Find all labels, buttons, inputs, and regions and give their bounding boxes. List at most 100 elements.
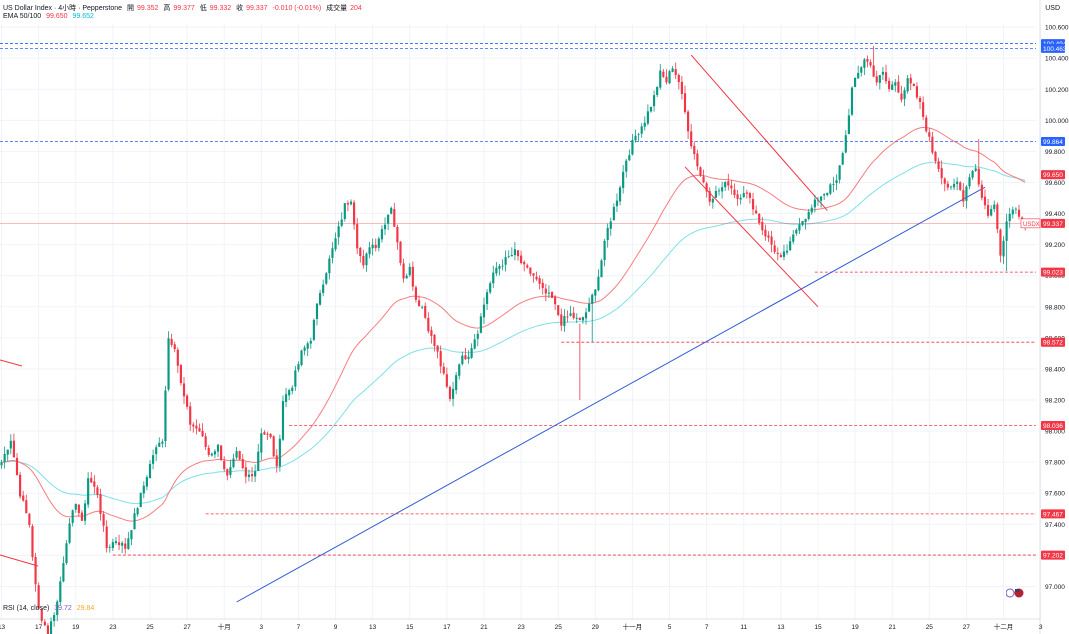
candle-body bbox=[826, 192, 829, 195]
candle-body bbox=[813, 199, 816, 208]
candle-body bbox=[680, 81, 683, 94]
candle-body bbox=[931, 136, 934, 153]
candle-body bbox=[946, 183, 949, 188]
candle-body bbox=[145, 477, 148, 487]
candle-body bbox=[535, 276, 538, 280]
candle-body bbox=[646, 111, 649, 124]
candle-body bbox=[810, 207, 813, 213]
price-tick-label: 99.000 bbox=[1045, 273, 1065, 280]
time-tick-label: 23 bbox=[109, 624, 117, 631]
candle-body bbox=[467, 356, 470, 359]
candle-body bbox=[847, 115, 850, 135]
candle-body bbox=[241, 459, 244, 469]
candle-body bbox=[334, 238, 337, 250]
candle-body bbox=[121, 542, 124, 546]
candle-body bbox=[328, 258, 331, 274]
candle-body bbox=[25, 500, 28, 514]
candle-body bbox=[204, 436, 207, 448]
candle-body bbox=[288, 390, 291, 396]
candle-body bbox=[49, 621, 53, 634]
candle-body bbox=[838, 165, 841, 180]
candle-body bbox=[232, 458, 235, 468]
candle-body bbox=[538, 278, 541, 284]
candle-body bbox=[659, 70, 662, 88]
candle-body bbox=[894, 82, 897, 86]
price-tick-label: 99.400 bbox=[1045, 211, 1065, 218]
candle-body bbox=[832, 184, 835, 185]
candle-body bbox=[430, 330, 433, 336]
candle-body bbox=[841, 153, 844, 165]
candle-body bbox=[136, 508, 139, 515]
candle-body bbox=[591, 294, 594, 304]
economic-events-icons[interactable] bbox=[1006, 586, 1024, 600]
price-tick-label: 99.600 bbox=[1045, 180, 1065, 187]
candle-body bbox=[408, 266, 411, 276]
time-tick-label: 17 bbox=[35, 624, 43, 631]
candle-body bbox=[362, 255, 365, 266]
candle-body bbox=[872, 65, 875, 77]
price-tag-label: 99.023 bbox=[1043, 270, 1063, 277]
candle-body bbox=[306, 343, 309, 349]
candle-body bbox=[993, 204, 996, 210]
candle-body bbox=[294, 370, 297, 387]
candle-body bbox=[532, 273, 535, 276]
partial-line-left-2 bbox=[0, 554, 39, 567]
candle-body bbox=[581, 317, 585, 321]
candle-body bbox=[278, 438, 281, 467]
price-tag-bg bbox=[1041, 170, 1065, 180]
time-tick-label: 15 bbox=[814, 624, 822, 631]
candle-body bbox=[897, 81, 900, 93]
candle-body bbox=[155, 447, 158, 455]
candle-body bbox=[247, 474, 251, 477]
candle-body bbox=[785, 250, 789, 253]
candle-body bbox=[693, 145, 696, 155]
candle-body bbox=[12, 440, 15, 458]
candle-body bbox=[216, 444, 220, 452]
candle-body bbox=[513, 249, 516, 256]
candle-body bbox=[46, 625, 50, 634]
volume-label: 成交量 bbox=[326, 5, 348, 12]
candle-body bbox=[192, 424, 195, 427]
candle-body bbox=[173, 344, 176, 350]
time-tick-label: 13 bbox=[0, 624, 6, 631]
candle-body bbox=[377, 238, 380, 248]
candle-body bbox=[776, 252, 779, 254]
ema-lines bbox=[1, 126, 1026, 522]
candle-body bbox=[59, 581, 62, 603]
candle-body bbox=[170, 339, 173, 345]
time-tick-label: 5 bbox=[668, 624, 672, 631]
candle-body bbox=[260, 433, 263, 453]
candle-body bbox=[226, 469, 229, 476]
candle-body bbox=[414, 287, 418, 300]
candle-body bbox=[1011, 209, 1014, 215]
candle-body bbox=[303, 347, 306, 351]
candle-body bbox=[977, 168, 980, 185]
candle-body bbox=[90, 477, 93, 483]
candle-body bbox=[983, 196, 987, 206]
candle-body bbox=[971, 170, 974, 178]
candle-body bbox=[727, 181, 730, 186]
candle-body bbox=[229, 467, 232, 475]
candle-body bbox=[516, 250, 520, 257]
candle-body bbox=[87, 478, 90, 505]
symbol-tag-bg bbox=[1020, 218, 1041, 229]
candle-body bbox=[161, 441, 164, 444]
close-label: 收 bbox=[236, 5, 244, 12]
time-tick-label: 3 bbox=[260, 624, 264, 631]
ema100-value: 99.652 bbox=[72, 13, 94, 20]
price-tag-label: 99.337 bbox=[1043, 221, 1063, 228]
candle-body bbox=[730, 185, 733, 189]
candle-body bbox=[717, 190, 721, 192]
candle-body bbox=[968, 177, 971, 187]
candle-body bbox=[928, 132, 931, 137]
candle-body bbox=[748, 193, 752, 198]
candle-body bbox=[507, 256, 510, 258]
time-tick-label: 25 bbox=[555, 624, 563, 631]
candle-body bbox=[374, 244, 377, 249]
chart-legend-ema[interactable]: EMA 50/100 99.650 99.652 bbox=[3, 13, 97, 20]
candle-body bbox=[767, 235, 770, 238]
candle-body bbox=[683, 93, 687, 113]
candle-body bbox=[390, 207, 393, 214]
rsi-legend[interactable]: RSI (14, close) 39.72 29.84 bbox=[3, 605, 97, 612]
